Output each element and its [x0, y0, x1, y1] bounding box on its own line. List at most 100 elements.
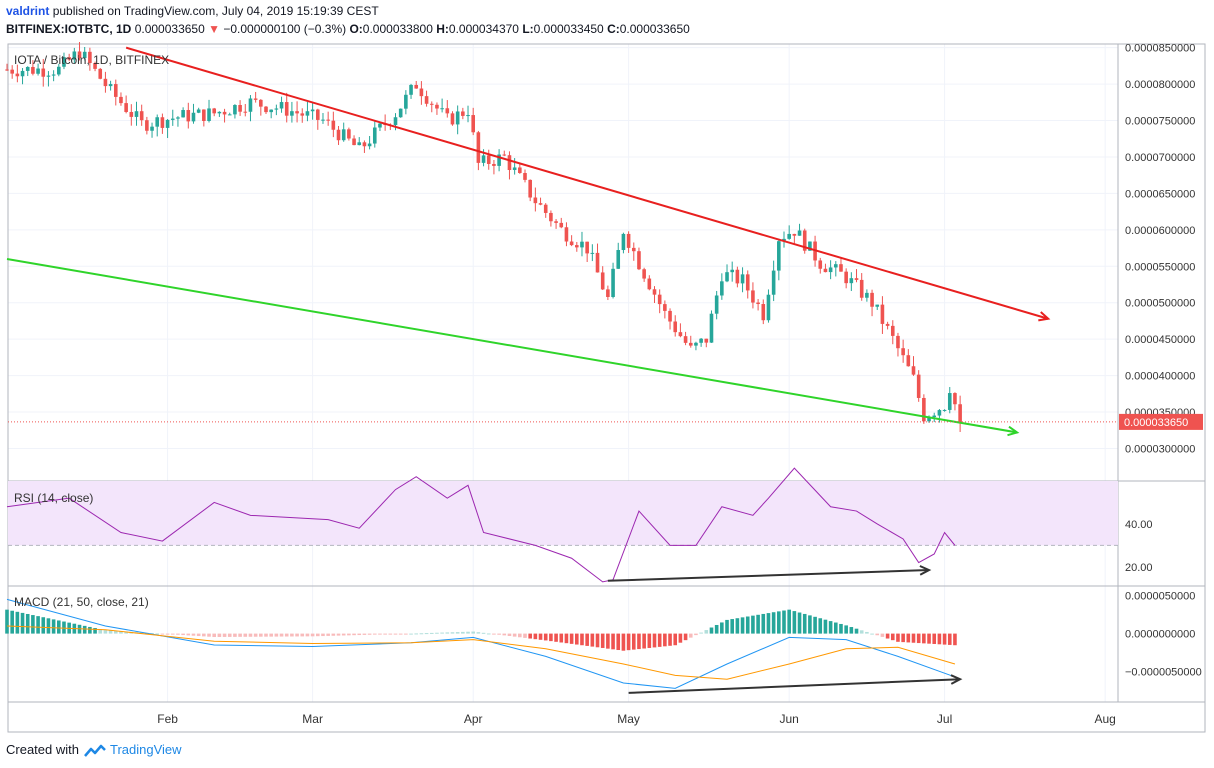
macd-histogram-bar [543, 633, 548, 641]
macd-histogram-bar [450, 632, 455, 634]
candle [336, 129, 341, 141]
candle [155, 117, 160, 127]
candle [227, 114, 232, 116]
candle [870, 292, 874, 307]
candle [264, 106, 268, 113]
candle [637, 251, 641, 270]
macd-histogram-bar [745, 616, 750, 634]
candle [372, 127, 377, 144]
macd-divergence-line [628, 678, 961, 694]
macd-histogram-bar [378, 633, 382, 635]
candle [839, 264, 843, 272]
candle [181, 110, 185, 118]
macd-histogram-bar [331, 633, 336, 636]
macd-histogram-bar [393, 633, 398, 635]
candle [486, 155, 491, 164]
candle [450, 113, 455, 125]
macd-histogram-bar [725, 619, 729, 634]
macd-histogram-bar [269, 633, 273, 637]
candle [352, 138, 356, 146]
candle [41, 68, 46, 77]
candle [253, 98, 258, 100]
rsi-tick-label: 20.00 [1125, 562, 1153, 574]
macd-histogram-bar [279, 633, 284, 637]
candle [834, 264, 838, 268]
macd-histogram-bar [113, 630, 118, 634]
macd-histogram-bar [461, 631, 465, 634]
macd-histogram-bar [25, 613, 30, 634]
macd-histogram-bar [590, 633, 595, 647]
open-value: 0.000033800 [362, 22, 433, 36]
macd-histogram-bar [606, 633, 610, 649]
down-arrow-icon: ▼ [208, 22, 220, 36]
tradingview-brand[interactable]: TradingView [110, 742, 182, 757]
candle [704, 338, 709, 343]
macd-histogram-bar [486, 633, 491, 635]
candle [129, 111, 134, 117]
macd-histogram-bar [62, 621, 66, 634]
candle [865, 292, 869, 298]
candle [202, 109, 206, 121]
candle [922, 397, 926, 422]
lower-trendline-arrow-icon [1007, 425, 1020, 437]
candle [616, 250, 621, 269]
macd-histogram-bar [854, 628, 859, 634]
candle [528, 179, 532, 198]
candle [119, 96, 123, 104]
macd-histogram-bar [797, 612, 802, 634]
candle [10, 69, 14, 74]
macd-histogram-bar [445, 632, 450, 634]
candle [134, 111, 139, 117]
candle [606, 289, 610, 297]
tradingview-logo-icon [83, 744, 106, 757]
candle [875, 304, 880, 307]
macd-histogram-bar [668, 633, 672, 646]
upper-trendline [125, 46, 1049, 320]
macd-histogram-bar [911, 633, 916, 643]
macd-histogram-bar [341, 633, 346, 636]
macd-histogram-bar [688, 633, 693, 638]
symbol-label: BITFINEX:IOTBTC, 1D [6, 22, 132, 36]
candle [554, 221, 558, 223]
macd-histogram-bar [191, 633, 196, 636]
macd-histogram-bar [150, 633, 154, 635]
macd-histogram-bar [492, 633, 496, 635]
macd-histogram-bar [507, 633, 512, 636]
macd-tick-label: 0.0000000000 [1125, 629, 1195, 641]
author-name[interactable]: valdrint [6, 4, 50, 18]
macd-histogram-bar [357, 633, 362, 636]
candle [103, 78, 108, 87]
candle [507, 155, 512, 171]
candle [310, 109, 315, 112]
macd-histogram-bar [694, 633, 698, 636]
candle [424, 96, 429, 104]
rsi-divergence-line [607, 569, 930, 582]
candle [600, 272, 605, 290]
macd-histogram-bar [186, 633, 191, 636]
candle [678, 332, 683, 337]
chart-frame [7, 43, 1206, 733]
macd-histogram-bar [31, 615, 35, 634]
macd-histogram-bar [865, 631, 869, 634]
candle [668, 310, 672, 322]
macd-histogram-bar [885, 633, 890, 639]
macd-histogram-bar [808, 615, 812, 634]
macd-histogram-bar [321, 633, 325, 637]
macd-histogram-bar [631, 633, 636, 650]
macd-histogram-bar [440, 632, 444, 634]
candle [455, 111, 460, 125]
macd-histogram-bar [828, 621, 833, 634]
candle [51, 74, 56, 76]
macd-histogram-bar [616, 633, 621, 651]
candle [113, 84, 118, 97]
macd-histogram-bar [564, 633, 569, 644]
rsi-title: RSI (14, close) [14, 491, 93, 505]
candle [217, 111, 222, 114]
candle [885, 323, 890, 326]
macd-histogram-bar [802, 613, 807, 634]
macd-histogram-bar [388, 633, 393, 635]
macd-histogram-bar [57, 620, 61, 634]
chart-area[interactable]: 0.00003000000.00003500000.00004000000.00… [0, 0, 1214, 740]
macd-histogram-bar [792, 611, 797, 634]
macd-histogram-bar [5, 609, 9, 634]
